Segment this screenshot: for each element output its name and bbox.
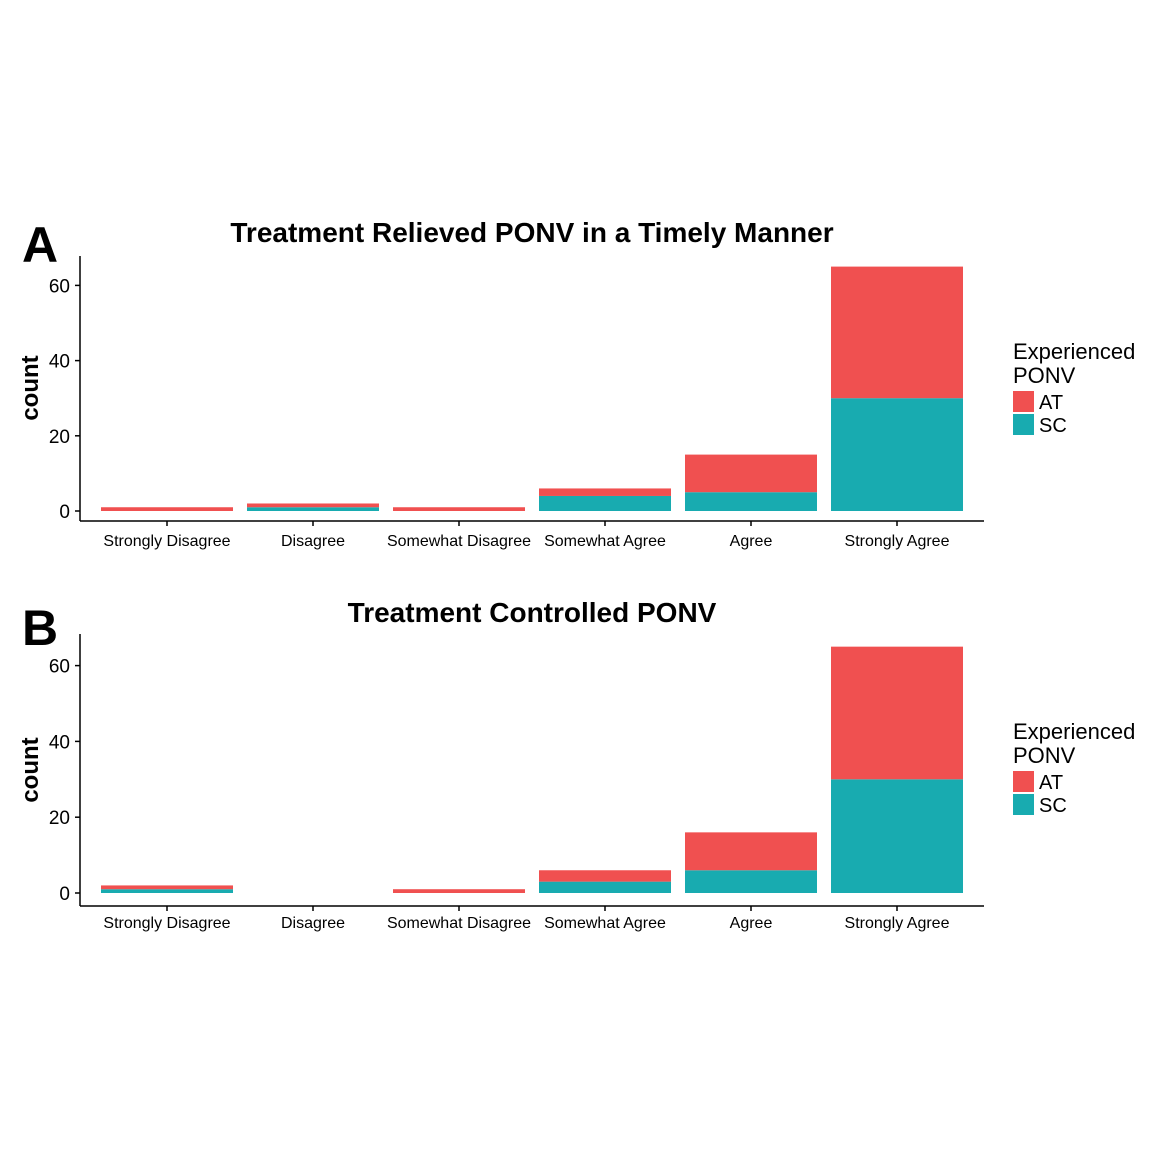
panel-letter: A [22,217,58,273]
bar-at [831,646,963,780]
bar-sc [685,492,817,511]
bar-at [393,507,525,511]
legend-swatch-at [1013,391,1034,412]
legend-title: PONV [1013,743,1076,768]
y-tick-label: 60 [49,276,70,297]
x-tick-label: Agree [730,915,773,932]
x-tick-label: Somewhat Disagree [387,533,531,550]
legend-title: PONV [1013,363,1076,388]
bar-at [539,870,671,882]
legend-title: Experienced [1013,719,1135,744]
bar-at [685,454,817,493]
legend-title: Experienced [1013,339,1135,364]
bar-at [685,832,817,871]
x-tick-label: Somewhat Agree [544,533,666,550]
legend-label: AT [1039,772,1063,794]
legend-label: AT [1039,392,1063,414]
x-tick-label: Strongly Agree [845,915,950,932]
x-tick-label: Disagree [281,533,345,550]
x-tick-label: Strongly Agree [845,533,950,550]
bar-sc [101,889,233,893]
x-tick-label: Disagree [281,915,345,932]
bar-at [393,889,525,893]
panel-letter: B [22,600,58,656]
chart-panel-b: B Treatment Controlled PONV 0 20 40 60 count St… [17,597,1135,932]
x-tick-label: Strongly Disagree [103,915,230,932]
y-tick-label: 40 [49,732,70,753]
y-tick-label: 60 [49,657,70,678]
y-tick-label: 20 [49,427,70,448]
bar-sc [247,507,379,511]
bar-at [539,488,671,496]
bar-sc [539,881,671,893]
x-tick-label: Strongly Disagree [103,533,230,550]
bar-at [247,503,379,508]
chart-title: Treatment Relieved PONV in a Timely Mann… [230,217,833,248]
legend-label: SC [1039,415,1067,437]
bar-sc [539,495,671,511]
x-tick-label: Somewhat Disagree [387,915,531,932]
legend-swatch-sc [1013,794,1034,815]
chart-title: Treatment Controlled PONV [348,597,717,628]
bar-at [101,507,233,511]
x-tick-label: Somewhat Agree [544,915,666,932]
legend-swatch-at [1013,771,1034,792]
chart-panel-a: A Treatment Relieved PONV in a Timely Man… [17,217,1135,550]
bar-sc [831,779,963,893]
y-tick-label: 40 [49,352,70,373]
legend-swatch-sc [1013,414,1034,435]
bar-sc [685,870,817,893]
legend-label: SC [1039,795,1067,817]
bar-at [831,266,963,399]
y-tick-label: 20 [49,808,70,829]
y-axis-label: count [17,355,44,420]
y-tick-label: 0 [59,884,70,905]
bar-sc [831,398,963,511]
x-tick-label: Agree [730,533,773,550]
y-axis-label: count [17,737,44,802]
y-tick-label: 0 [59,502,70,523]
bar-at [101,885,233,890]
